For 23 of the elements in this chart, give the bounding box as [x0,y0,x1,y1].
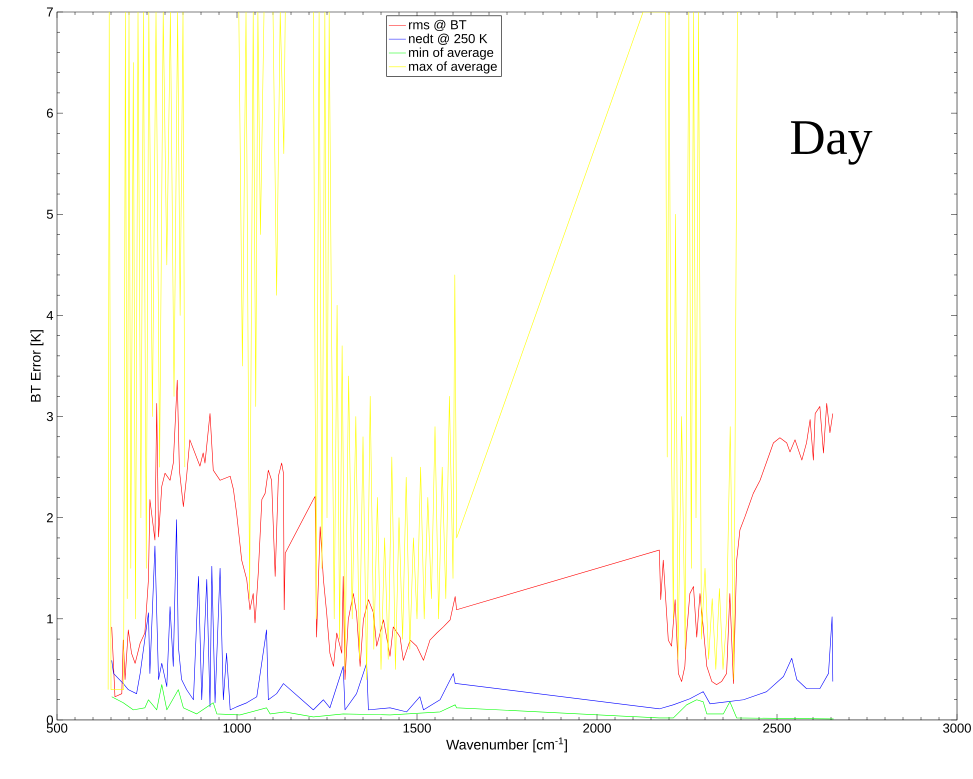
x-tick-label: 2500 [763,724,791,733]
y-tick-label: 6 [46,108,53,118]
x-tick-label: 500 [46,724,68,733]
legend-label: min of average [409,48,494,60]
line-series [111,519,834,712]
x-axis-title: Wavenumber [cm$^{-1}$] [446,738,567,752]
legend-label: rms @ BT [409,20,466,32]
x-tick-label: 1000 [224,724,251,733]
line-series [111,684,834,720]
legend-label: max of average [409,61,497,74]
line-series [111,380,834,698]
x-tick-label: 3000 [943,724,971,733]
y-tick-label: 1 [47,614,53,624]
y-tick-label: 3 [46,412,53,422]
x-tick-label: 1500 [404,724,431,733]
y-tick-label: 7 [46,8,53,16]
y-tick-label: 5 [46,210,53,219]
x-tick-label: 2000 [583,724,611,733]
annotation: Day [790,121,872,165]
y-axis-title: BT Error [K] [30,330,44,402]
y-tick-label: 2 [46,513,53,522]
legend-label: nedt @ 250 K [409,34,488,45]
y-tick-label: 4 [46,310,54,320]
